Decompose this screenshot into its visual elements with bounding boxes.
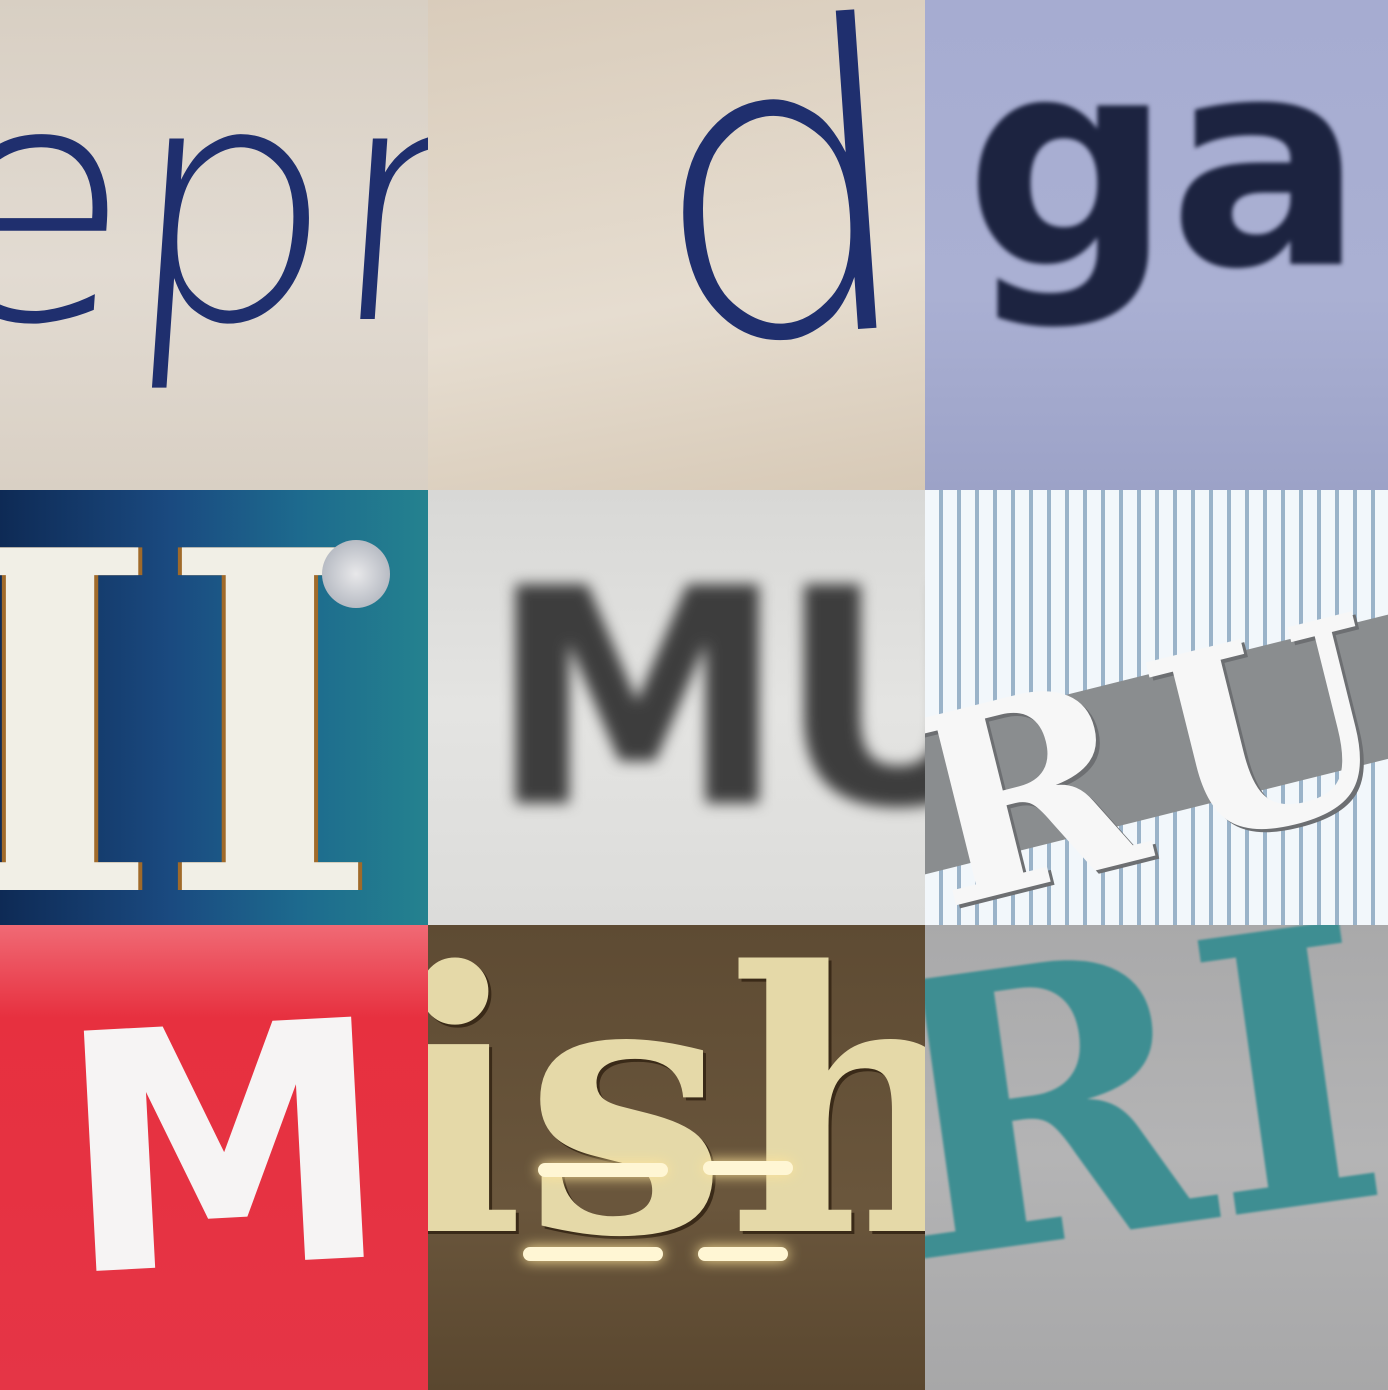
tile-1: epr — [0, 0, 428, 490]
tile-9: RI — [925, 925, 1388, 1390]
tile-8: ish — [428, 925, 925, 1390]
tile-2: d — [428, 0, 925, 490]
tile-8-text: ish — [428, 925, 925, 1316]
tile-7: M — [0, 925, 428, 1390]
light-glare — [703, 1161, 793, 1175]
tile-1-text: epr — [0, 13, 428, 397]
tile-6: RU — [925, 490, 1388, 925]
tile-2-text: d — [631, 0, 925, 443]
tile-6-text: RU — [925, 550, 1388, 925]
tile-3-text: ga — [965, 0, 1364, 333]
light-glare — [698, 1247, 788, 1261]
tile-4: II — [0, 490, 428, 925]
tile-5: MU — [428, 490, 925, 925]
round-knob-icon — [322, 540, 390, 608]
tile-4-text: II — [0, 490, 380, 925]
tile-7-text: M — [50, 949, 399, 1351]
light-glare — [523, 1247, 663, 1261]
tile-5-text: MU — [488, 525, 925, 874]
light-glare — [538, 1163, 668, 1177]
tile-3: ga — [925, 0, 1388, 490]
tile-9-text: RI — [925, 925, 1388, 1351]
